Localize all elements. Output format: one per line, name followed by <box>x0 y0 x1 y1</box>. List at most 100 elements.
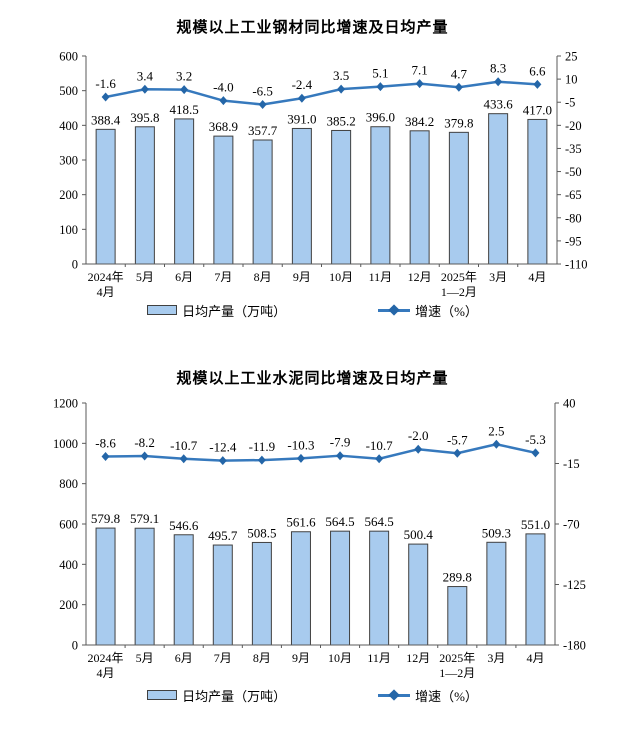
legend-item-line: 增速（%） <box>378 301 478 320</box>
category-label: 8月 <box>254 270 272 284</box>
left-tick-label: 600 <box>59 50 78 64</box>
bar-value-label: 508.5 <box>247 525 276 540</box>
growth-line <box>105 443 536 462</box>
category-label: 2025年 <box>439 651 475 665</box>
line-value-label: -8.6 <box>95 435 116 450</box>
bar-value-label: 289.8 <box>443 570 472 585</box>
line-value-label: -2.4 <box>292 77 313 92</box>
bar-value-label: 395.8 <box>130 110 159 125</box>
category-label: 5月 <box>136 270 154 284</box>
line-marker-icon <box>297 93 306 103</box>
bar <box>213 135 234 265</box>
line-value-label: -5.3 <box>525 432 546 447</box>
category-label: 7月 <box>214 270 232 284</box>
line-marker-icon <box>494 77 503 87</box>
category-label: 4月 <box>97 666 115 680</box>
category-label: 9月 <box>293 270 311 284</box>
right-tick-label: -65 <box>565 188 582 202</box>
bar-series-swatch-icon <box>147 305 178 315</box>
bar-series-label: 日均产量（万吨） <box>182 303 287 319</box>
line-value-label: -1.6 <box>95 76 116 91</box>
left-tick-label: 200 <box>59 188 78 202</box>
bar-value-label: 418.5 <box>170 102 199 117</box>
category-label: 1—2月 <box>439 666 475 680</box>
line-marker-icon <box>336 451 345 461</box>
line-value-label: 3.4 <box>137 68 154 83</box>
right-tick-label: -50 <box>565 165 582 179</box>
category-label: 1—2月 <box>441 285 477 299</box>
bar <box>409 130 430 265</box>
line-value-label: -7.9 <box>330 435 351 450</box>
legend-item-bar: 日均产量（万吨） <box>147 301 286 320</box>
line-series-swatch-icon <box>378 689 411 701</box>
line-marker-icon <box>296 453 305 463</box>
line-marker-icon <box>337 84 346 94</box>
left-tick-label: 500 <box>59 84 78 98</box>
left-tick-label: 1000 <box>53 437 78 451</box>
right-tick-label: -5 <box>565 96 575 110</box>
left-tick-label: 200 <box>59 598 78 612</box>
line-marker-icon <box>140 84 149 94</box>
line-marker-icon <box>533 79 542 89</box>
bar <box>251 541 272 646</box>
line-value-label: -6.5 <box>252 84 273 99</box>
bar <box>290 531 311 646</box>
legend-item-bar: 日均产量（万吨） <box>147 686 286 705</box>
line-value-label: -10.7 <box>366 438 394 453</box>
category-label: 12月 <box>406 651 430 665</box>
category-label: 2025年 <box>441 270 477 284</box>
left-tick-label: 1200 <box>53 397 78 411</box>
line-marker-icon <box>179 454 188 464</box>
bar-value-label: 385.2 <box>327 113 356 128</box>
bar <box>527 118 548 265</box>
bar-value-label: 500.4 <box>404 527 434 542</box>
bar <box>173 534 194 646</box>
category-label: 8月 <box>253 651 271 665</box>
line-marker-icon <box>101 451 110 461</box>
right-tick-label: 10 <box>565 73 578 87</box>
line-marker-icon <box>376 82 385 92</box>
category-label: 9月 <box>292 651 310 665</box>
category-label: 11月 <box>369 270 393 284</box>
category-label: 4月 <box>526 651 544 665</box>
bar <box>486 541 507 646</box>
line-marker-icon <box>140 451 149 461</box>
right-tick-label: 40 <box>563 397 576 411</box>
right-tick-label: 25 <box>565 50 578 64</box>
line-value-label: -11.9 <box>249 439 276 454</box>
bar <box>525 533 546 646</box>
category-label: 2024年 <box>88 270 124 284</box>
left-tick-label: 0 <box>72 258 78 272</box>
category-label: 12月 <box>408 270 432 284</box>
steel-chart-section: 规模以上工业钢材同比增速及日均产量 388.4 395.8 418.5 368.9 35… <box>0 0 625 319</box>
bar-value-label: 561.6 <box>286 515 316 530</box>
line-marker-icon <box>257 455 266 465</box>
line-value-label: -12.4 <box>209 440 237 455</box>
line-value-label: 4.7 <box>451 66 468 81</box>
bar-value-label: 357.7 <box>248 123 278 138</box>
bar <box>448 131 469 265</box>
line-value-label: -2.0 <box>408 428 429 443</box>
line-marker-icon <box>414 444 423 454</box>
bar-value-label: 546.6 <box>169 518 199 533</box>
cement-chart-canvas: 579.8 579.1 546.6 495.7 508.5 561.6 564.5 564.5… <box>53 397 586 681</box>
right-tick-label: -15 <box>563 457 580 471</box>
bar <box>370 126 391 265</box>
bar <box>95 128 116 265</box>
line-value-label: 8.3 <box>490 61 506 76</box>
right-tick-label: -70 <box>563 518 580 532</box>
line-marker-icon <box>453 448 462 458</box>
bar <box>134 126 155 265</box>
line-value-label: 7.1 <box>412 63 428 78</box>
bar-value-label: 391.0 <box>287 111 316 126</box>
cement-chart-title: 规模以上工业水泥同比增速及日均产量 <box>176 371 449 387</box>
line-value-label: 3.2 <box>176 69 192 84</box>
category-label: 6月 <box>175 651 193 665</box>
category-label: 7月 <box>214 651 232 665</box>
left-tick-label: 800 <box>59 477 78 491</box>
line-marker-icon <box>375 454 384 464</box>
line-series-label: 增速（%） <box>415 303 478 319</box>
category-label: 4月 <box>97 285 115 299</box>
diamond-marker-icon <box>388 304 400 316</box>
bar <box>330 530 351 646</box>
